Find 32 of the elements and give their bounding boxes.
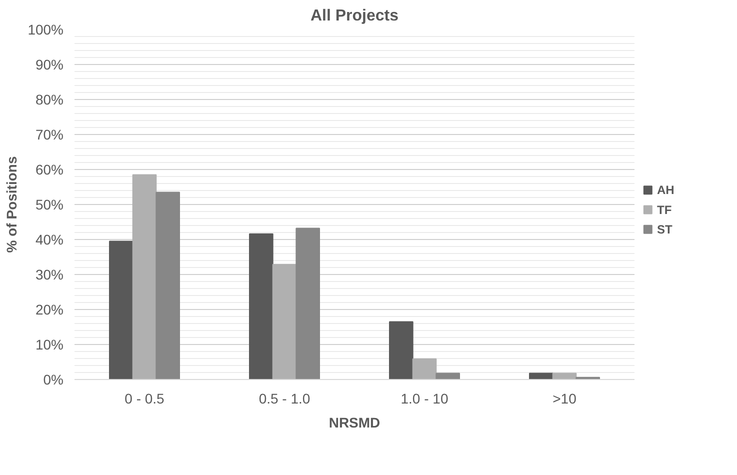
bar — [296, 228, 320, 380]
x-tick-label: 1.0 - 10 — [400, 390, 448, 406]
bar — [132, 174, 157, 380]
y-tick-label: 90% — [35, 56, 64, 72]
bar — [412, 358, 437, 380]
y-tick-label: 20% — [35, 302, 64, 318]
y-tick-label: 50% — [35, 196, 64, 212]
y-tick-label: 30% — [35, 266, 64, 282]
bar — [529, 372, 554, 380]
bar — [389, 321, 414, 380]
bar — [436, 372, 460, 380]
x-tick-label: 0.5 - 1.0 — [258, 390, 310, 406]
bar — [109, 240, 134, 380]
legend-label: ST — [657, 222, 674, 236]
x-tick-label: 0 - 0.5 — [124, 390, 165, 406]
bar — [272, 264, 297, 380]
x-axis-title: NRSMD — [328, 414, 380, 430]
y-tick-label: 0% — [43, 372, 64, 388]
y-axis-title: % of Positions — [4, 156, 20, 253]
y-tick-label: 40% — [35, 232, 64, 248]
x-tick-label: >10 — [552, 390, 577, 406]
chart-title: All Projects — [310, 8, 399, 24]
legend-label: TF — [657, 202, 672, 217]
y-tick-label: 80% — [35, 92, 64, 108]
bar — [156, 192, 180, 380]
y-tick-label: 60% — [35, 162, 64, 178]
bar — [552, 372, 577, 380]
y-tick-label: 10% — [35, 336, 64, 352]
y-tick-label: 100% — [28, 22, 64, 38]
legend-label: AH — [657, 183, 674, 198]
bar — [249, 233, 274, 380]
y-tick-label: 70% — [35, 126, 64, 142]
